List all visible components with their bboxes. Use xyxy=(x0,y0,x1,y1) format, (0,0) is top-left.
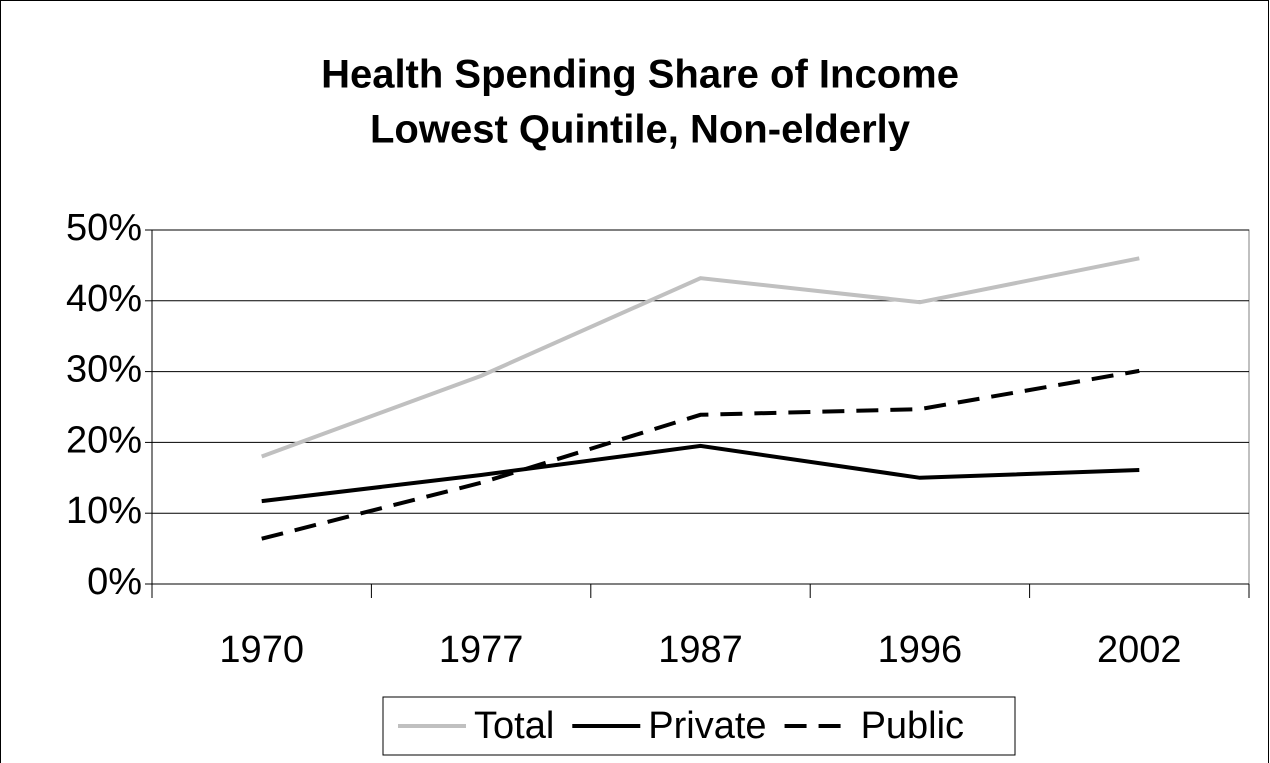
y-tick-label: 30% xyxy=(66,349,142,391)
y-tick-label: 50% xyxy=(66,207,142,249)
series-line xyxy=(261,256,1140,459)
x-tick-label: 1970 xyxy=(219,629,304,671)
y-tick-label: 0% xyxy=(87,561,142,603)
chart-title: Lowest Quintile, Non-elderly xyxy=(370,108,911,152)
legend-box xyxy=(382,696,1016,756)
x-tick-label: 2002 xyxy=(1097,629,1182,671)
legend-label: Private xyxy=(648,705,766,747)
legend-label: Public xyxy=(861,705,965,747)
series-line xyxy=(261,443,1140,504)
x-tick-label: 1987 xyxy=(658,629,743,671)
chart-title: Health Spending Share of Income xyxy=(321,53,959,97)
legend-label: Total xyxy=(474,705,554,747)
x-tick-label: 1996 xyxy=(878,629,963,671)
y-tick-label: 20% xyxy=(66,419,142,461)
y-tick-label: 10% xyxy=(66,490,142,532)
y-tick-label: 40% xyxy=(66,278,142,320)
x-tick-label: 1977 xyxy=(439,629,524,671)
series-line xyxy=(261,368,1140,541)
